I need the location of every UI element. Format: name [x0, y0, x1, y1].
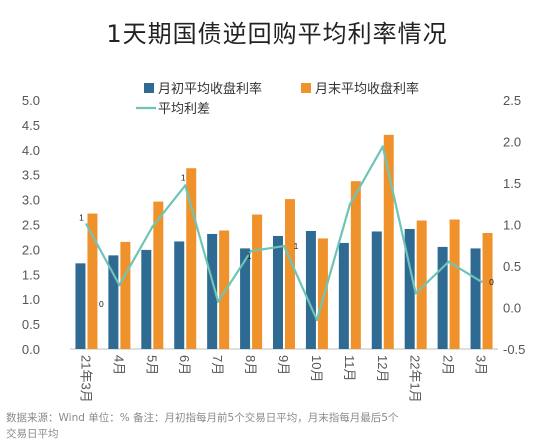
bar-month-start-10 [404, 228, 415, 349]
spread-point-3 [184, 184, 187, 187]
bar-month-start-11 [437, 246, 448, 349]
spread-point-11 [447, 260, 450, 264]
bar-month-end-12 [482, 232, 493, 349]
bar-month-start-8 [338, 242, 349, 349]
y-left-tick-label: 1.5 [22, 267, 40, 282]
spread-point-9 [381, 145, 384, 148]
y-left-tick-label: 3.5 [22, 168, 40, 183]
footnote-line-1: 数据来源：Wind 单位：% 备注：月初指每月前5个交易日平均，月末指每月最后5… [6, 412, 399, 424]
y-left-tick-label: 4.0 [22, 143, 40, 158]
bar-month-end-7 [317, 238, 328, 349]
legend-swatch-0 [144, 83, 154, 93]
x-tick-label: 21年3月 [78, 355, 93, 403]
bar-month-end-1 [120, 241, 131, 349]
spread-point-12 [480, 280, 483, 283]
y-left-tick-label: 1.0 [22, 292, 40, 307]
x-tick-label: 6月 [177, 355, 192, 375]
x-tick-label: 9月 [276, 355, 291, 375]
bar-month-end-0 [87, 213, 98, 349]
x-tick-label: 3月 [474, 355, 489, 375]
spread-point-8 [348, 203, 352, 206]
x-axis: 21年3月 4月 5月 6月 7月 8月 9月 10月 11月 12月 22年1月 2月 3月 [78, 355, 488, 403]
spread-point-6 [282, 244, 286, 248]
y-axis-left: 5.0 4.5 4.0 3.5 3.0 2.5 2.0 1.5 1.0 0.5 0.0 [22, 93, 40, 357]
data-annotation: 0 [99, 299, 104, 309]
bar-month-start-7 [305, 230, 316, 349]
bar-month-start-5 [240, 248, 251, 349]
spread-point-10 [414, 292, 417, 295]
spread-point-4 [216, 300, 220, 303]
x-tick-label: 8月 [243, 355, 258, 375]
y-axis-right: 2.5 2.0 1.5 1.0 0.5 0.0 -0.5 [503, 93, 525, 357]
bar-month-end-4 [219, 230, 230, 349]
annotations: 1 0 1 1 1 0 [79, 172, 494, 309]
bar-month-start-12 [470, 248, 481, 349]
data-annotation: 1 [247, 251, 252, 261]
bar-month-end-3 [186, 168, 197, 349]
legend-swatch-1 [301, 83, 311, 93]
bar-month-start-2 [141, 249, 152, 349]
x-tick-label: 11月 [342, 355, 357, 382]
bar-month-start-3 [174, 241, 185, 349]
legend-label-1: 月末平均收盘利率 [315, 81, 419, 97]
spread-point-2 [151, 225, 154, 229]
y-left-tick-label: 2.5 [22, 218, 40, 233]
y-left-tick-label: 0.0 [22, 342, 40, 357]
y-right-tick-label: -0.5 [503, 342, 525, 357]
legend-label-0: 月初平均收盘利率 [158, 81, 262, 97]
legend-label-2: 平均利差 [158, 102, 210, 117]
x-tick-label: 4月 [111, 355, 126, 375]
bar-month-start-0 [75, 263, 86, 349]
y-right-tick-label: 1.5 [503, 176, 521, 191]
y-right-tick-label: 0.5 [503, 259, 521, 274]
chart-title: 1天期国债逆回购平均利率情况 [106, 20, 448, 48]
bar-month-end-6 [285, 199, 295, 349]
bar-month-end-9 [383, 134, 394, 349]
y-right-tick-label: 0.0 [503, 301, 521, 316]
x-tick-label: 5月 [144, 355, 159, 375]
spread-point-5 [249, 249, 253, 253]
y-left-tick-label: 0.5 [22, 317, 40, 332]
data-annotation: 0 [489, 277, 494, 287]
y-left-tick-label: 2.0 [22, 242, 40, 257]
spread-point-7 [315, 318, 319, 322]
footnote-line-2: 交易日平均 [6, 428, 59, 440]
data-annotation: 1 [181, 172, 186, 182]
y-right-tick-label: 2.5 [503, 93, 521, 108]
data-annotation: 1 [294, 241, 299, 251]
x-tick-label: 2月 [441, 355, 456, 375]
bars [70, 134, 498, 350]
x-tick-label: 22年1月 [408, 355, 423, 403]
y-left-tick-label: 4.5 [22, 118, 40, 133]
y-right-tick-label: 2.0 [503, 135, 521, 150]
bar-month-end-2 [153, 201, 164, 349]
bar-month-start-1 [108, 255, 119, 349]
spread-point-0 [85, 223, 88, 226]
spread-line [85, 145, 483, 322]
spread-point-1 [118, 283, 121, 287]
y-right-tick-label: 1.0 [503, 218, 521, 233]
y-left-tick-label: 3.0 [22, 193, 40, 208]
data-annotation: 1 [79, 213, 84, 223]
x-tick-label: 10月 [309, 355, 324, 382]
y-left-tick-label: 5.0 [22, 93, 40, 108]
bar-month-end-5 [252, 214, 263, 349]
bar-month-start-4 [207, 233, 218, 349]
bar-month-start-6 [273, 235, 283, 349]
x-tick-label: 12月 [375, 355, 390, 382]
x-tick-label: 7月 [210, 355, 225, 375]
bar-month-start-9 [371, 231, 382, 349]
bar-month-end-11 [449, 219, 460, 349]
bar-month-end-10 [416, 220, 427, 349]
bar-month-end-8 [350, 181, 361, 349]
